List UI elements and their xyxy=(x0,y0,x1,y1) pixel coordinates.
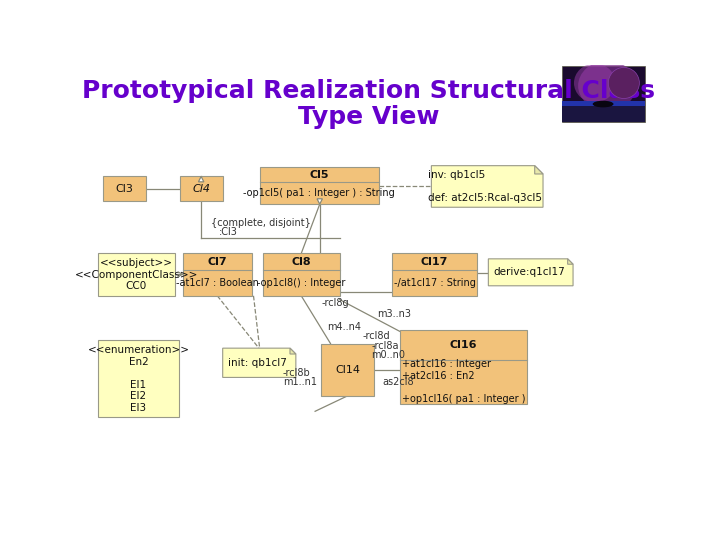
Text: Cl3: Cl3 xyxy=(116,184,133,194)
Polygon shape xyxy=(199,177,204,182)
Text: <<enumeration>>
En2

El1
El2
El3: <<enumeration>> En2 El1 El2 El3 xyxy=(87,345,189,413)
FancyBboxPatch shape xyxy=(104,177,145,201)
Text: init: qb1cl7: init: qb1cl7 xyxy=(228,358,287,368)
Text: -rcl8g: -rcl8g xyxy=(321,299,349,308)
FancyBboxPatch shape xyxy=(98,340,179,417)
Text: -rcl8b: -rcl8b xyxy=(283,368,310,378)
Text: Prototypical Realization Structural Class: Prototypical Realization Structural Clas… xyxy=(83,79,655,103)
Circle shape xyxy=(608,68,639,98)
Polygon shape xyxy=(222,348,296,377)
Text: -op1cl8() : Integer: -op1cl8() : Integer xyxy=(257,278,346,288)
Text: <<subject>>
<<ComponentClass>>
CC0: <<subject>> <<ComponentClass>> CC0 xyxy=(75,258,198,291)
Text: inv: qb1cl5

def: at2cl5:Rcal-q3cl5: inv: qb1cl5 def: at2cl5:Rcal-q3cl5 xyxy=(428,170,542,203)
FancyBboxPatch shape xyxy=(562,101,644,106)
FancyBboxPatch shape xyxy=(562,106,644,122)
Text: Cl14: Cl14 xyxy=(335,364,360,375)
Text: as2cl8: as2cl8 xyxy=(383,377,415,387)
Text: Type View: Type View xyxy=(298,105,440,129)
Text: m1..n1: m1..n1 xyxy=(283,377,317,387)
Text: Cl7: Cl7 xyxy=(207,257,227,267)
FancyBboxPatch shape xyxy=(180,177,222,201)
Polygon shape xyxy=(488,259,573,286)
FancyBboxPatch shape xyxy=(392,253,477,296)
FancyBboxPatch shape xyxy=(400,330,527,403)
Ellipse shape xyxy=(574,64,616,103)
Polygon shape xyxy=(431,166,543,207)
Text: Cl5: Cl5 xyxy=(310,170,329,180)
Text: m0..n0: m0..n0 xyxy=(372,350,405,360)
Text: -op1cl5( pa1 : Integer ) : String: -op1cl5( pa1 : Integer ) : String xyxy=(243,188,395,198)
FancyBboxPatch shape xyxy=(260,167,379,204)
FancyBboxPatch shape xyxy=(183,253,252,296)
Text: Cl4: Cl4 xyxy=(192,184,210,194)
Ellipse shape xyxy=(578,61,636,111)
Text: -rcl8d: -rcl8d xyxy=(363,331,390,341)
Ellipse shape xyxy=(593,101,613,107)
Text: derive:q1cl17: derive:q1cl17 xyxy=(493,267,565,278)
Text: -at1cl7 : Boolean: -at1cl7 : Boolean xyxy=(176,278,258,288)
Polygon shape xyxy=(290,348,296,354)
Polygon shape xyxy=(535,166,543,174)
Text: -rcl8a: -rcl8a xyxy=(372,341,399,351)
Text: {complete, disjoint}: {complete, disjoint} xyxy=(211,218,311,228)
Text: Cl17: Cl17 xyxy=(420,257,448,267)
FancyBboxPatch shape xyxy=(321,343,374,396)
Polygon shape xyxy=(567,259,573,264)
FancyBboxPatch shape xyxy=(562,66,644,122)
Text: +at1cl16 : Integer
+at2cl16 : En2

+op1cl16( pa1 : Integer ): +at1cl16 : Integer +at2cl16 : En2 +op1cl… xyxy=(402,359,525,404)
Text: -/at1cl17 : String: -/at1cl17 : String xyxy=(394,278,475,288)
Text: Cl8: Cl8 xyxy=(292,257,311,267)
Text: m3..n3: m3..n3 xyxy=(377,308,410,319)
Polygon shape xyxy=(317,199,323,204)
Text: Cl16: Cl16 xyxy=(449,340,477,350)
Text: m4..n4: m4..n4 xyxy=(327,322,361,332)
FancyBboxPatch shape xyxy=(98,253,175,296)
FancyBboxPatch shape xyxy=(263,253,340,296)
Text: :Cl3: :Cl3 xyxy=(219,227,238,237)
